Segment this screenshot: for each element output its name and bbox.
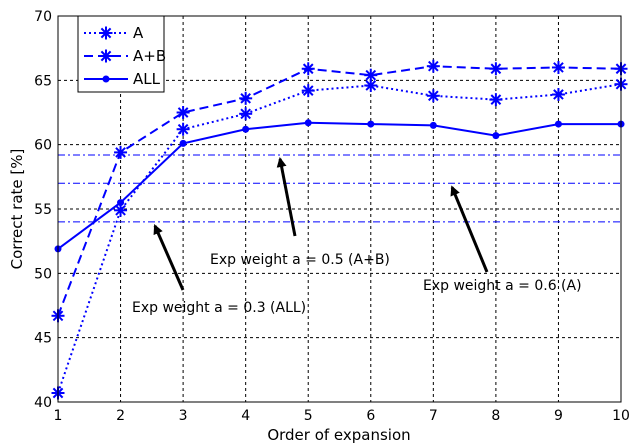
data-point xyxy=(489,62,503,76)
y-axis-label: Correct rate [%] xyxy=(8,149,26,270)
data-point xyxy=(239,91,253,105)
data-point xyxy=(554,120,562,128)
y-tick-label: 60 xyxy=(34,138,52,154)
x-tick-label: 4 xyxy=(241,408,250,424)
x-tick-label: 6 xyxy=(366,408,375,424)
data-point xyxy=(179,139,187,147)
data-point xyxy=(301,62,315,76)
series-a-b xyxy=(51,59,628,323)
x-tick-label: 10 xyxy=(612,408,630,424)
x-tick-label: 7 xyxy=(429,408,438,424)
annotation-label: Exp weight a = 0.6 (A) xyxy=(423,278,582,294)
x-tick-label: 9 xyxy=(554,408,563,424)
legend: A A+B ALL xyxy=(77,15,166,93)
annotation-label: Exp weight a = 0.3 (ALL) xyxy=(132,300,306,316)
data-point xyxy=(551,60,565,74)
y-tick-label: 65 xyxy=(34,73,52,89)
data-point xyxy=(304,119,312,127)
legend-label: ALL xyxy=(133,70,161,88)
data-point xyxy=(364,68,378,82)
x-tick-label: 2 xyxy=(116,408,125,424)
x-tick-label: 1 xyxy=(54,408,63,424)
legend-marker xyxy=(99,49,113,63)
data-point xyxy=(489,93,503,107)
legend-label: A xyxy=(133,24,144,42)
data-point xyxy=(176,122,190,136)
data-point xyxy=(551,87,565,101)
data-point xyxy=(364,78,378,92)
data-point xyxy=(242,125,250,133)
data-point xyxy=(176,106,190,119)
y-tick-label: 40 xyxy=(34,395,52,411)
series-line xyxy=(57,65,622,317)
x-tick-label: 8 xyxy=(491,408,500,424)
series-all xyxy=(54,119,625,253)
series-line xyxy=(57,83,622,394)
data-point xyxy=(426,89,440,103)
x-tick-label: 5 xyxy=(304,408,313,424)
y-tick-label: 55 xyxy=(34,202,52,218)
annotation-label: Exp weight a = 0.5 (A+B) xyxy=(210,252,390,268)
y-tick-label: 50 xyxy=(34,266,52,282)
annotation-arrow xyxy=(276,156,297,237)
legend-label: A+B xyxy=(133,47,166,65)
plot-frame xyxy=(57,15,622,403)
data-point xyxy=(117,199,125,207)
data-point xyxy=(367,120,375,128)
annotation-arrow xyxy=(153,224,185,291)
series-line xyxy=(57,121,621,250)
data-point xyxy=(301,84,315,98)
legend-marker xyxy=(99,26,113,40)
data-point xyxy=(114,145,128,159)
annotation-arrow xyxy=(450,185,489,273)
legend-marker xyxy=(102,75,110,83)
x-tick-label: 3 xyxy=(179,408,188,424)
annotations: Exp weight a = 0.5 (A+B) Exp weight a = 0… xyxy=(132,156,582,316)
data-point xyxy=(239,107,253,121)
data-point xyxy=(492,132,500,140)
data-point xyxy=(429,121,437,129)
data-point xyxy=(426,59,440,73)
y-tick-label: 45 xyxy=(34,331,52,347)
y-tick-label: 70 xyxy=(34,9,52,25)
x-axis-label: Order of expansion xyxy=(267,426,410,443)
reference-lines xyxy=(58,154,621,223)
